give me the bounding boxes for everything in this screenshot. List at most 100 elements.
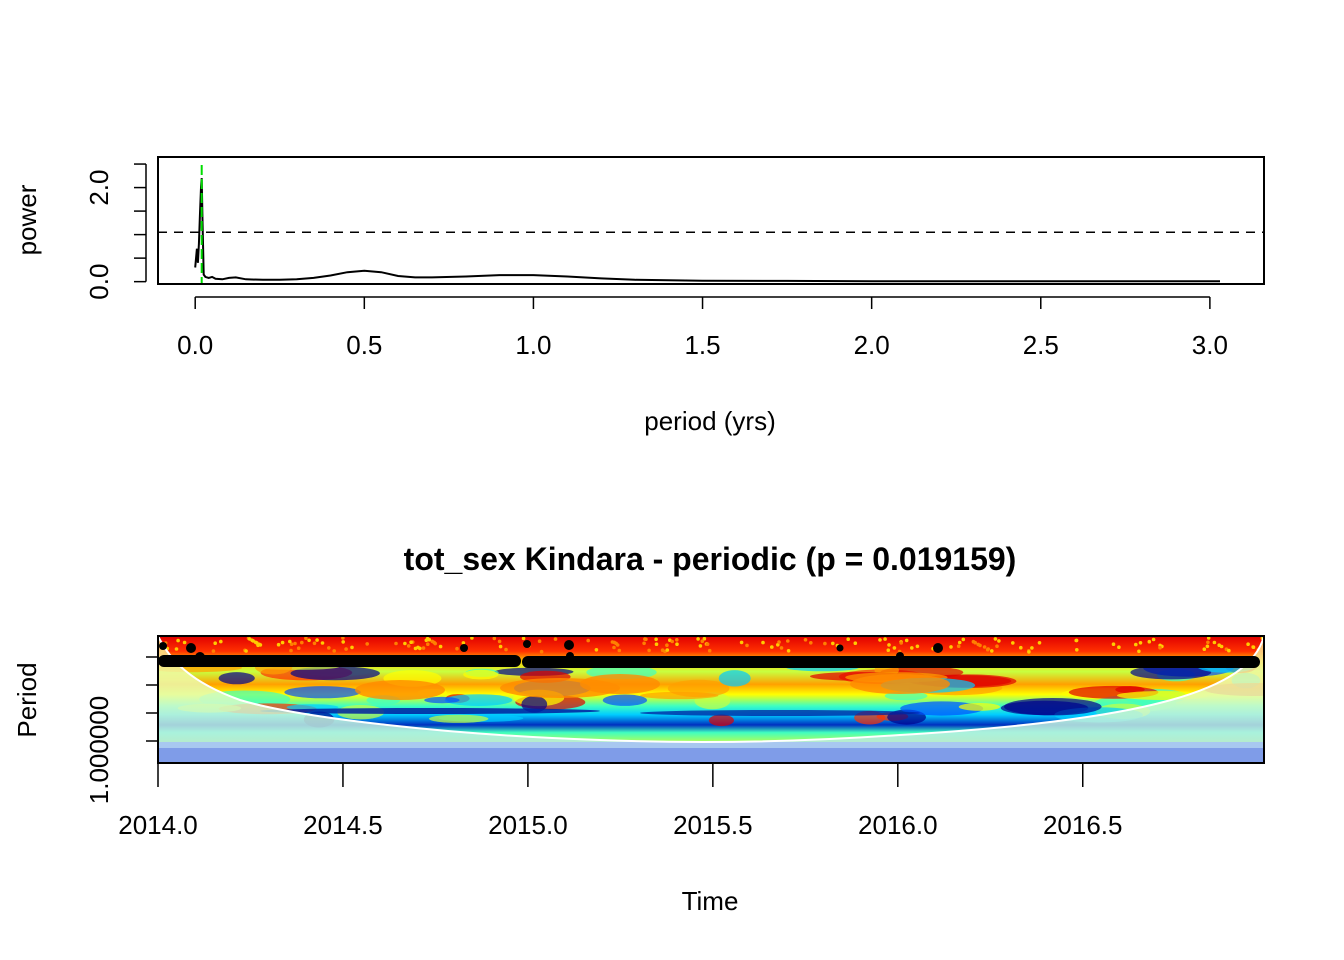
heatmap-speckle bbox=[300, 640, 304, 645]
heatmap-speckle bbox=[421, 646, 426, 650]
heatmap-speckle bbox=[1151, 637, 1156, 642]
heatmap-speckle bbox=[293, 641, 297, 646]
significance-contour-dot bbox=[159, 642, 167, 650]
heatmap-speckle bbox=[426, 642, 430, 646]
heatmap-speckle bbox=[809, 641, 813, 645]
top-x-tick-label: 0.5 bbox=[346, 330, 382, 360]
heatmap-speckle bbox=[470, 636, 474, 640]
bottom-x-tick-label: 2014.0 bbox=[118, 810, 198, 840]
heatmap-speckle bbox=[304, 636, 308, 640]
heatmap-cell bbox=[355, 680, 445, 700]
heatmap-speckle bbox=[537, 639, 542, 643]
heatmap-speckle bbox=[432, 640, 436, 645]
heatmap-speckle bbox=[341, 640, 346, 644]
heatmap-cell bbox=[602, 694, 648, 706]
heatmap-speckle bbox=[883, 637, 887, 641]
heatmap-speckle bbox=[670, 639, 674, 644]
heatmap-speckle bbox=[823, 641, 827, 646]
heatmap-cell bbox=[1130, 665, 1212, 680]
heatmap-speckle bbox=[707, 648, 712, 653]
heatmap-speckle bbox=[761, 640, 765, 645]
heatmap-speckle bbox=[341, 636, 345, 640]
bottom-x-tick-label: 2015.0 bbox=[488, 810, 568, 840]
significance-contour-band bbox=[158, 655, 1260, 668]
outside-cone-region bbox=[158, 636, 1264, 763]
top-x-tick-label: 2.5 bbox=[1023, 330, 1059, 360]
heatmap-speckle bbox=[961, 637, 966, 642]
heatmap-speckle bbox=[612, 645, 616, 650]
heatmap-speckle bbox=[665, 648, 670, 652]
heatmap-speckle bbox=[973, 640, 977, 645]
heatmap-speckle bbox=[1037, 641, 1042, 645]
significance-contour-dot bbox=[460, 644, 468, 652]
heatmap-speckle bbox=[700, 639, 705, 643]
bottom-x-tick-label: 2016.0 bbox=[858, 810, 938, 840]
heatmap-speckle bbox=[213, 641, 217, 645]
heatmap-speckle bbox=[614, 641, 618, 646]
heatmap-speckle bbox=[995, 644, 999, 648]
heatmap-cell bbox=[667, 679, 730, 698]
heatmap-speckle bbox=[289, 642, 294, 646]
top-x-tick-label: 0.0 bbox=[177, 330, 213, 360]
heatmap-speckle bbox=[365, 642, 370, 646]
heatmap-speckle bbox=[745, 643, 749, 648]
heatmap-speckle bbox=[438, 644, 443, 649]
heatmap-speckle bbox=[1019, 645, 1023, 650]
heatmap-speckle bbox=[211, 649, 216, 653]
wavelet-heatmap bbox=[158, 636, 1264, 763]
heatmap-cell bbox=[429, 714, 489, 723]
bottom-y-tick-label: 1.000000 bbox=[84, 696, 114, 804]
heatmap-speckle bbox=[1137, 649, 1141, 654]
bottom-x-tick-label: 2015.5 bbox=[673, 810, 753, 840]
heatmap-speckle bbox=[846, 637, 850, 641]
heatmap-cell bbox=[708, 714, 735, 727]
heatmap-speckle bbox=[288, 639, 292, 644]
heatmap-speckle bbox=[594, 648, 599, 652]
significance-contour-dot bbox=[186, 643, 196, 653]
heatmap-speckle bbox=[1251, 645, 1256, 649]
heatmap-speckle bbox=[853, 641, 858, 645]
heatmap-cell bbox=[580, 674, 660, 694]
significance-contours bbox=[158, 640, 1260, 668]
heatmap-speckle bbox=[289, 648, 293, 653]
bottom-y-axis: 1.000000 bbox=[84, 636, 159, 804]
heatmap-speckle bbox=[1219, 644, 1224, 649]
heatmap-speckle bbox=[1246, 642, 1250, 646]
heatmap-speckle bbox=[332, 649, 337, 653]
heatmap-cell bbox=[284, 686, 361, 699]
heatmap-speckle bbox=[739, 640, 744, 645]
heatmap-speckle bbox=[675, 642, 679, 646]
heatmap-speckle bbox=[904, 638, 909, 643]
heatmap-speckle bbox=[403, 641, 407, 646]
heatmap-cell bbox=[850, 674, 950, 694]
heatmap-speckle bbox=[539, 649, 544, 654]
heatmap-speckle bbox=[315, 638, 319, 642]
heatmap-speckle bbox=[698, 644, 703, 648]
lowfreq-band-dark bbox=[158, 748, 1264, 763]
heatmap-cell bbox=[463, 669, 499, 680]
significance-contour-dot bbox=[195, 652, 205, 662]
top-y-tick-label: 2.0 bbox=[84, 169, 114, 205]
heatmap-speckle bbox=[406, 644, 411, 648]
top-x-axis-label: period (yrs) bbox=[644, 406, 775, 436]
heatmap-cell bbox=[640, 710, 920, 716]
heatmap-speckle bbox=[1158, 645, 1162, 650]
heatmap-cell bbox=[424, 696, 460, 704]
heatmap-speckle bbox=[1134, 642, 1138, 647]
heatmap-speckle bbox=[497, 639, 502, 644]
heatmap-speckle bbox=[985, 647, 990, 652]
heatmap-speckle bbox=[949, 645, 953, 649]
power-spectrum-panel: 0.0 0.5 1.0 1.5 2.0 2.5 3.0 0.0 2.0 period (yrs… bbox=[12, 156, 1265, 436]
heatmap-speckle bbox=[1117, 645, 1121, 649]
heatmap-speckle bbox=[418, 646, 422, 651]
heatmap-speckle bbox=[1227, 648, 1231, 653]
heatmap-speckle bbox=[803, 638, 808, 642]
bottom-x-tick-label: 2016.5 bbox=[1043, 810, 1123, 840]
heatmap-speckle bbox=[779, 646, 784, 650]
heatmap-speckle bbox=[1111, 642, 1116, 646]
heatmap-speckle bbox=[1206, 636, 1211, 640]
heatmap-speckle bbox=[643, 637, 647, 641]
heatmap-speckle bbox=[770, 645, 774, 649]
top-y-tick-label: 0.0 bbox=[84, 264, 114, 300]
top-x-tick-label: 3.0 bbox=[1192, 330, 1228, 360]
